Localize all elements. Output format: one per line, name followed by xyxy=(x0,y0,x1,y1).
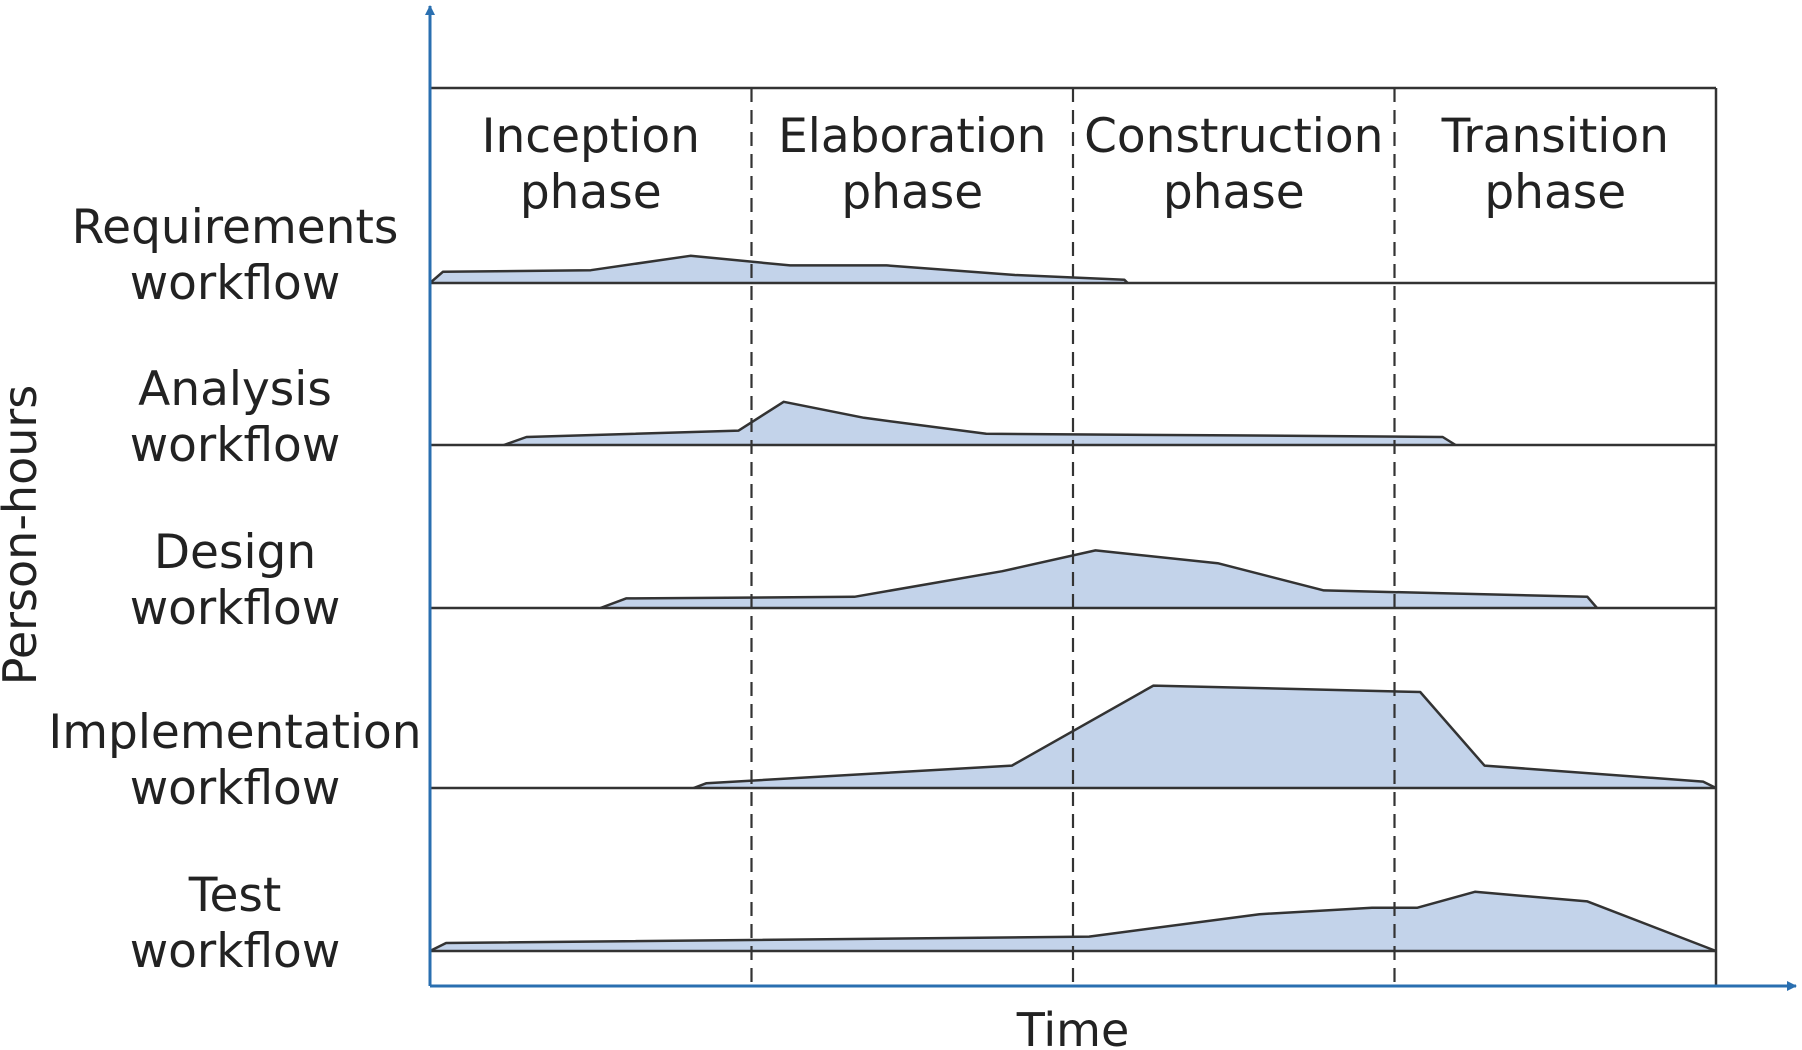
workflow-label-4-line2: workflow xyxy=(130,924,341,979)
workflow-label-2-line2: workflow xyxy=(130,581,341,636)
workflow-curve-0 xyxy=(429,254,1129,284)
workflow-label-2-line1: Design xyxy=(154,525,316,580)
workflow-label-1-line1: Analysis xyxy=(138,362,332,417)
workflow-label-0-line2: workflow xyxy=(130,256,341,311)
phase-label-1-line2: phase xyxy=(841,165,983,220)
phase-label-2-line2: phase xyxy=(1163,165,1305,220)
phase-label-0-line2: phase xyxy=(520,165,662,220)
workflow-label-0-line1: Requirements xyxy=(72,200,399,255)
workflow-area-1 xyxy=(503,401,1456,445)
workflow-curve-3 xyxy=(693,684,1717,790)
phase-label-2-line1: Construction xyxy=(1084,109,1383,164)
phase-label-3-line1: Transition xyxy=(1441,109,1669,164)
workflow-curve-2 xyxy=(599,549,1598,610)
workflow-area-3 xyxy=(693,685,1716,788)
phase-label-3-line2: phase xyxy=(1484,165,1626,220)
workflow-label-3-line2: workflow xyxy=(130,761,341,816)
workflow-curve-4 xyxy=(429,890,1717,953)
workflow-curve-1 xyxy=(503,400,1457,447)
y-axis-label: Person-hours xyxy=(0,385,47,686)
phase-label-1-line1: Elaboration xyxy=(778,109,1046,164)
phase-label-0-line1: Inception xyxy=(482,109,700,164)
workflow-label-3-line1: Implementation xyxy=(48,705,421,760)
workflow-area-0 xyxy=(430,255,1128,283)
workflow-label-4-line1: Test xyxy=(188,868,282,923)
workflow-area-2 xyxy=(600,550,1597,608)
x-axis-label: Time xyxy=(1016,1003,1130,1050)
workflow-label-1-line2: workflow xyxy=(130,418,341,473)
